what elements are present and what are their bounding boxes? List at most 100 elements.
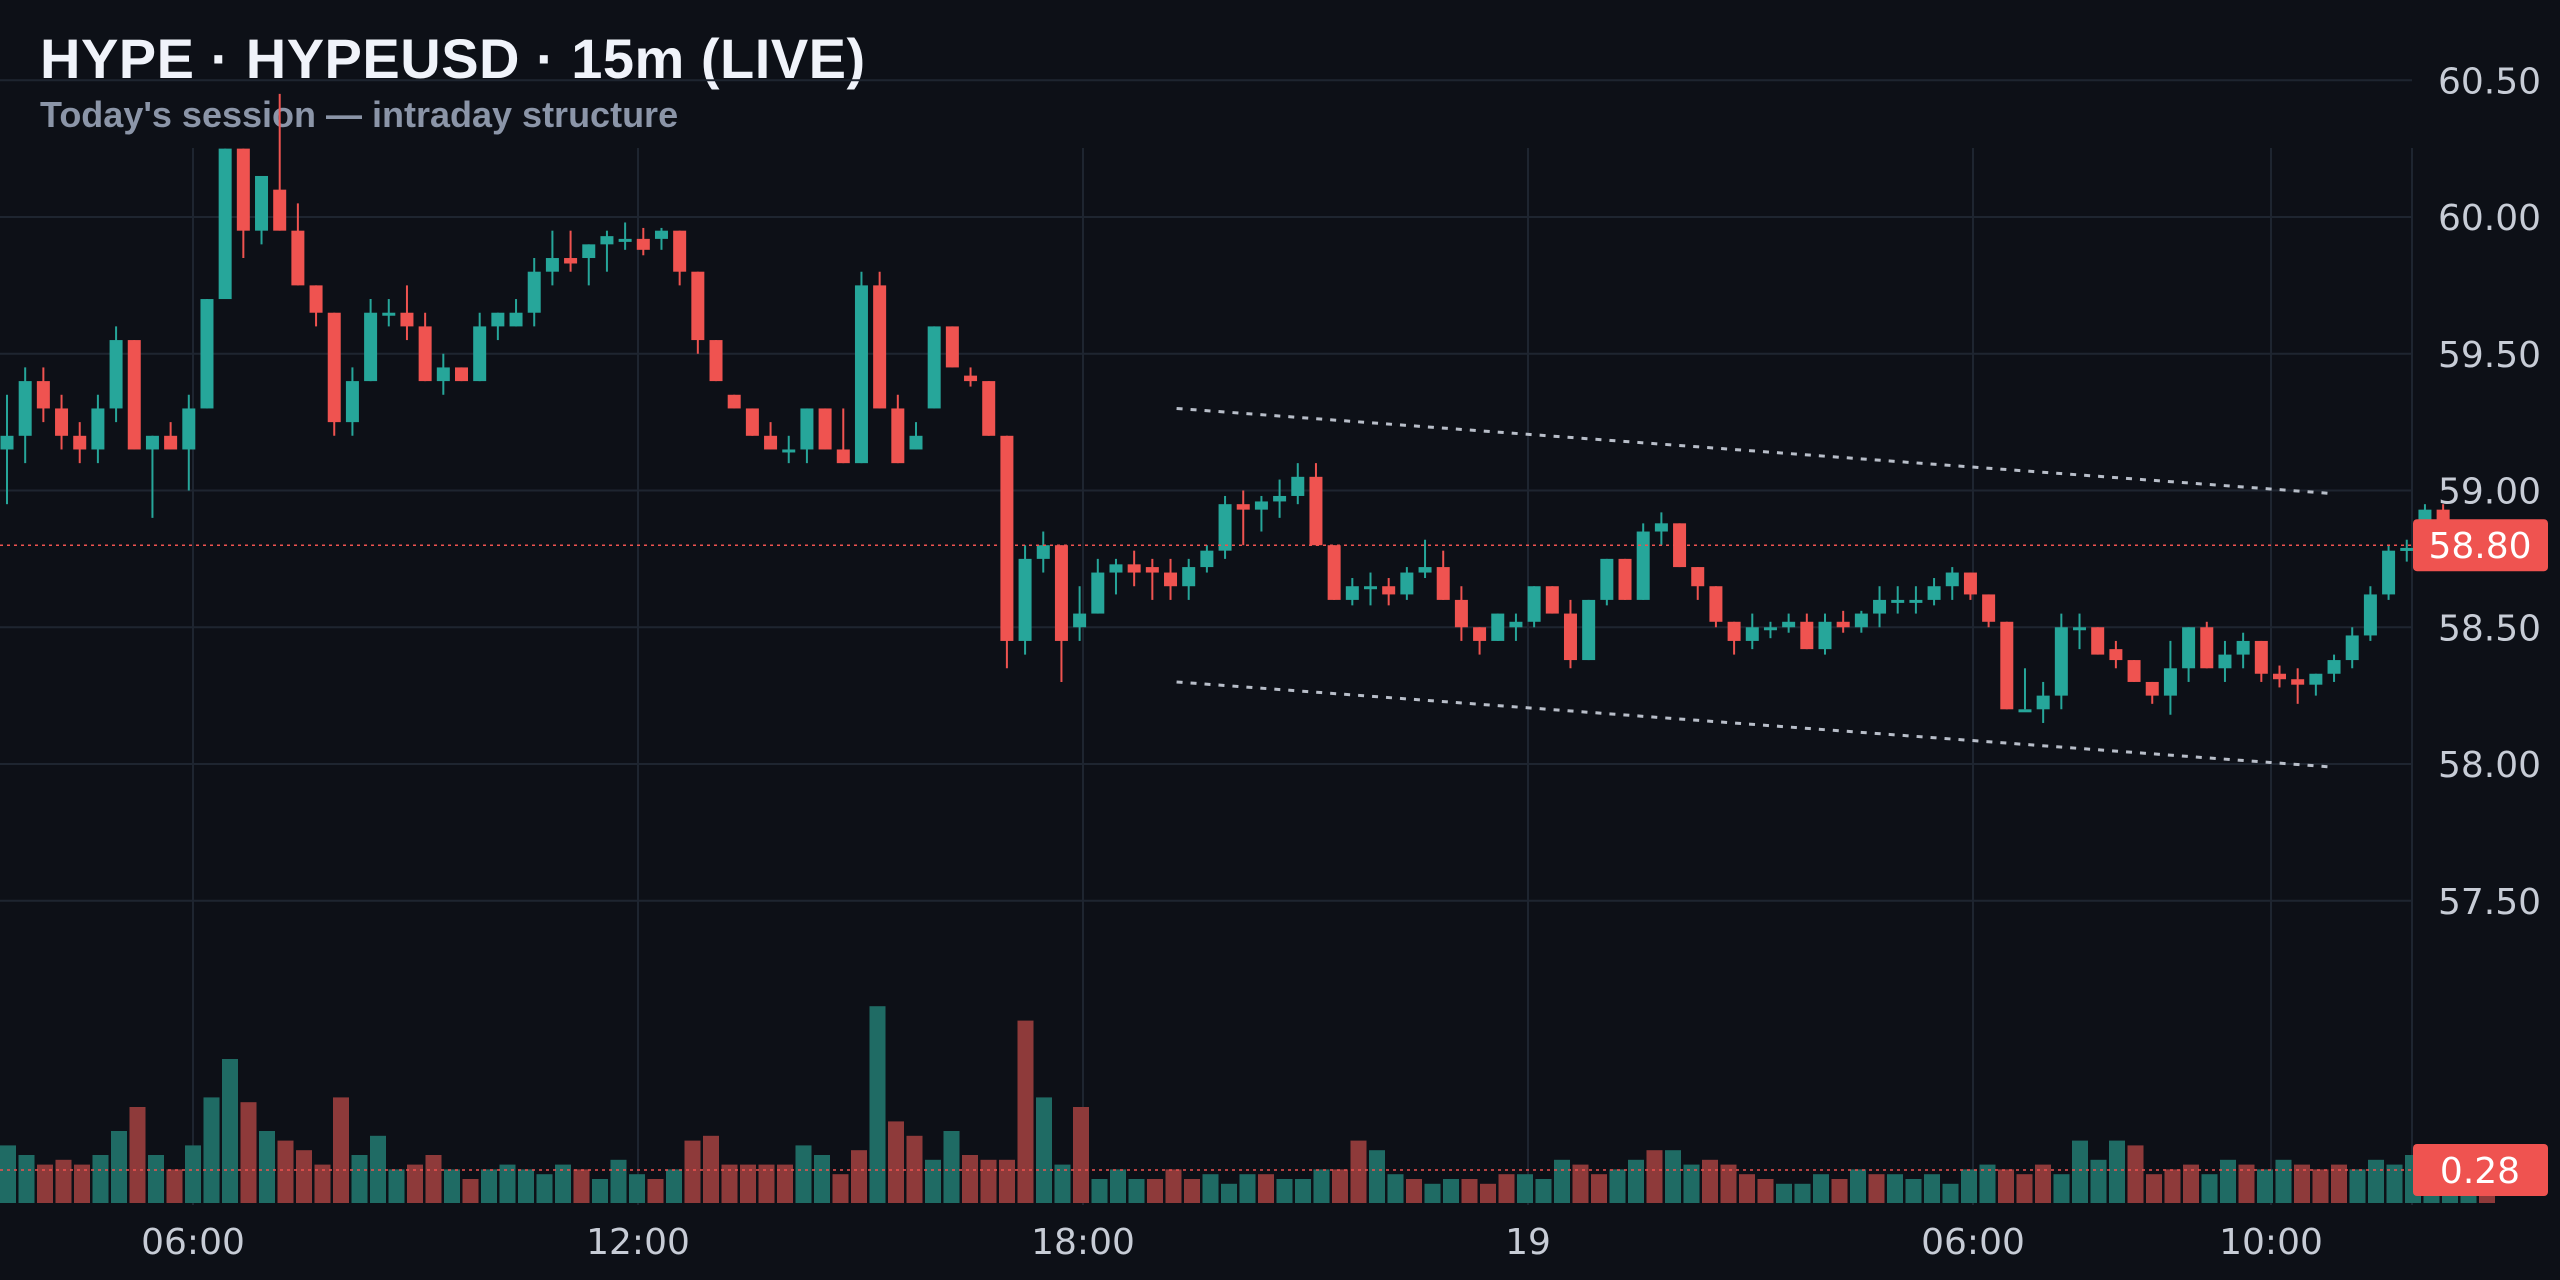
candle-body [1036,545,1050,559]
candle-body [1291,476,1305,496]
price-axis[interactable]: 60.50 60.00 59.50 59.00 58.50 58.00 57.50 [2438,61,2541,923]
volume-bar [1609,1169,1626,1203]
last-price-label: 58.80 [2428,526,2531,567]
volume-bar [1905,1179,1922,1203]
candle-body [36,381,50,409]
last-volume-badge [2413,1144,2548,1196]
volume-bar [1646,1150,1663,1203]
candle-body [1200,550,1214,568]
volume-bar [1221,1183,1237,1203]
volume-bar [1924,1174,1940,1203]
volume-bar [1702,1159,1718,1203]
candle-body [545,258,559,272]
candle-body [18,381,32,436]
candle-body [782,449,796,453]
volume-bar [1683,1164,1700,1203]
volume-bar [832,1174,849,1203]
volume-bar [1665,1150,1681,1203]
y-tick-label: 58.50 [2438,608,2541,649]
candle-body [1782,621,1796,628]
candle-body [1018,558,1032,641]
candle-body [636,238,650,250]
volume-bar [703,1135,719,1203]
volume-bar [166,1169,183,1203]
candle-body [1545,586,1559,614]
volume-bar [2146,1174,2162,1203]
x-tick-label: 06:00 [1921,1222,2025,1263]
volume-bar [666,1169,682,1203]
candle-body [2182,627,2196,669]
candle-body [1145,567,1159,573]
volume-bar [259,1131,275,1203]
volume-bar [573,1169,590,1203]
chart-subtitle: Today's session — intraday structure [40,94,679,135]
volume-bar [1128,1179,1145,1203]
candle-body [836,449,850,464]
volume-bar [0,1145,16,1203]
price-overlays: 58.80 0.28 [0,519,2548,1196]
candle-body [2236,640,2250,655]
volume-bar [555,1164,571,1203]
candle-body [1218,504,1232,551]
volume-bar [1831,1179,1848,1203]
candle-body [564,258,578,264]
volume-bar [1961,1169,1977,1203]
volume-bar [2238,1164,2255,1203]
volume-bar [2349,1169,2366,1203]
volume-bar [1387,1174,1404,1203]
volume-bar [1480,1183,1496,1203]
y-tick-label: 60.50 [2438,61,2541,102]
candle-body [1254,501,1268,510]
volume-bar [777,1164,793,1203]
volume-bar [1239,1174,1256,1203]
volume-bar [388,1169,405,1203]
candle-body [1000,435,1014,641]
candle-body [2327,660,2341,674]
volume-bar [592,1179,608,1203]
candle-body [1309,476,1323,546]
volume-bar [647,1179,664,1203]
y-tick-label: 57.50 [2438,882,2541,923]
volume-bar [240,1102,257,1203]
volume-bar [1202,1174,1219,1203]
volume-bar [943,1131,960,1203]
volume-bar [351,1155,368,1203]
volume-bar [999,1159,1015,1203]
candle-body [1527,586,1541,622]
candle-body [1345,586,1359,600]
candle-body [709,340,723,382]
candle-body [2145,681,2159,696]
volume-bar [1498,1174,1515,1203]
volume-bar [2312,1169,2329,1203]
candle-body [291,230,305,286]
volume-bar [1850,1169,1866,1203]
candle-body [1073,613,1087,628]
candle-body [654,230,668,239]
volume-bar [1313,1169,1330,1203]
candle-body [1509,621,1523,628]
volume-bar [2201,1174,2218,1203]
candle-body [309,285,323,313]
volume-bar [2220,1159,2236,1203]
candle-body [1164,572,1178,587]
time-axis[interactable]: 06:00 12:00 18:00 19 06:00 10:00 [141,1222,2323,1263]
volume-bar [2386,1164,2403,1203]
volume-bar [1147,1179,1163,1203]
volume-bar [296,1150,312,1203]
volume-bar [795,1145,812,1203]
candle-body [1873,599,1887,614]
candle-body [2345,635,2359,661]
grid-lines [0,79,2413,1205]
volume-bar [55,1159,72,1203]
candle-body [727,394,741,409]
volume-bar [1332,1169,1348,1203]
candle-body [800,408,814,450]
volume-bar [1073,1107,1089,1203]
volume-bar [314,1164,331,1203]
volume-bar [1794,1183,1811,1203]
volume-bar [1554,1159,1570,1203]
volume-bar [2035,1164,2051,1203]
candle-body [1182,567,1196,587]
candle-body [109,340,123,409]
